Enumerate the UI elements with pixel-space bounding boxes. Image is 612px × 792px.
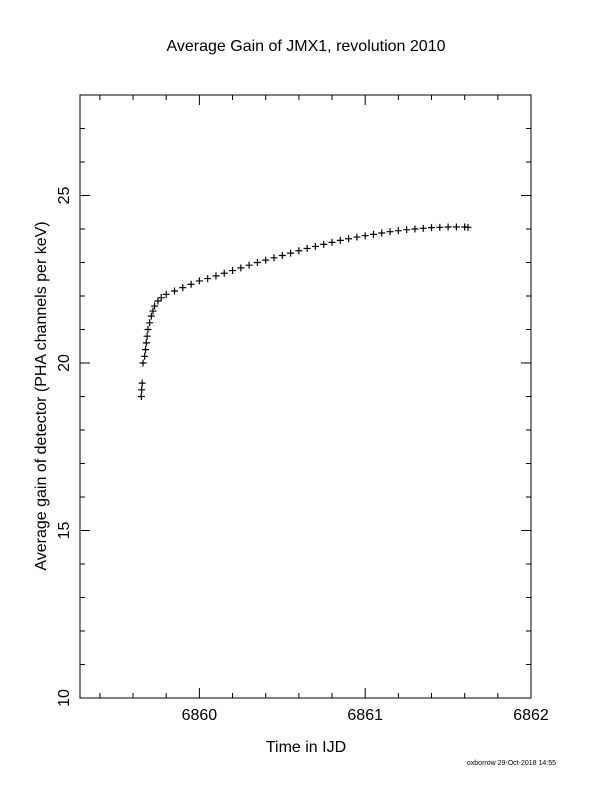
data-point	[287, 249, 295, 257]
data-point	[270, 254, 278, 262]
data-point	[229, 267, 237, 275]
data-point	[386, 228, 394, 236]
y-tick-label: 20	[56, 354, 73, 372]
y-tick-label: 10	[56, 689, 73, 707]
data-point	[345, 235, 353, 243]
data-point	[378, 229, 386, 237]
data-point	[220, 269, 228, 277]
data-point	[464, 223, 472, 231]
data-point	[411, 225, 419, 233]
data-point	[237, 264, 245, 272]
data-point	[311, 242, 319, 250]
data-point	[204, 275, 212, 283]
x-tick-label: 6861	[347, 707, 383, 724]
data-point	[303, 244, 311, 252]
data-point	[245, 261, 253, 269]
data-point	[143, 332, 151, 340]
data-point	[336, 236, 344, 244]
data-point	[147, 312, 155, 320]
y-tick-label: 15	[56, 522, 73, 540]
data-point	[144, 326, 152, 333]
chart-title: Average Gain of JMX1, revolution 2010	[167, 38, 446, 55]
data-point	[320, 240, 328, 248]
data-point	[179, 284, 187, 292]
data-point	[171, 287, 179, 295]
data-point	[436, 223, 444, 231]
data-point	[157, 294, 165, 302]
data-point	[212, 272, 220, 280]
data-point	[139, 359, 147, 367]
data-point	[444, 223, 452, 231]
data-point	[253, 259, 261, 266]
data-point	[195, 277, 203, 285]
data-point	[403, 226, 411, 234]
data-point	[278, 251, 286, 259]
data-point	[151, 302, 159, 310]
data-point	[419, 224, 427, 232]
data-point	[361, 232, 369, 240]
data-point	[137, 393, 145, 400]
data-point	[394, 227, 402, 235]
data-point	[141, 346, 149, 354]
plot-frame	[79, 94, 532, 699]
footer: oxborrow 29-Oct-2018 14:55	[467, 760, 556, 767]
x-tick-label: 6862	[513, 707, 549, 724]
y-tick-label: 25	[56, 187, 73, 205]
data-point	[149, 307, 157, 315]
data-point	[142, 339, 150, 347]
data-point	[138, 379, 146, 387]
data-point	[295, 247, 303, 255]
y-axis-label: Average gain of detector (PHA channels p…	[33, 221, 50, 570]
data-point	[369, 230, 377, 238]
data-point	[353, 233, 361, 241]
data-point	[141, 352, 149, 360]
data-point	[162, 290, 170, 298]
data-point	[428, 224, 436, 232]
data-point	[138, 386, 146, 394]
data-point	[154, 297, 162, 305]
x-axis-label: Time in IJD	[266, 739, 346, 756]
data-point	[146, 319, 154, 327]
data-point	[328, 238, 336, 246]
data-point	[452, 223, 460, 231]
x-tick-label: 6860	[182, 707, 218, 724]
data-point	[187, 280, 195, 288]
data-point	[262, 256, 270, 264]
